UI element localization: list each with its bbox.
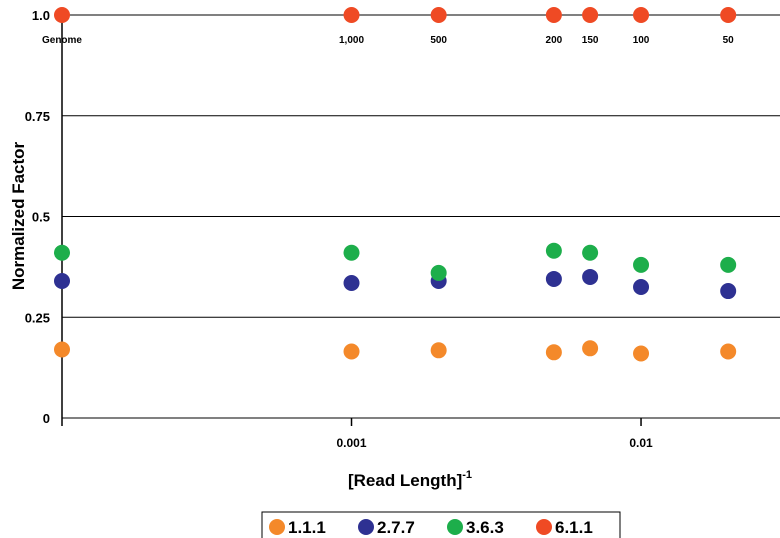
- data-point-3-6-3: [720, 256, 737, 273]
- data-point-1-1-1: [430, 342, 447, 359]
- data-point-2-7-7: [54, 272, 70, 289]
- x-tick-label: 0.001: [337, 436, 367, 450]
- read-length-label: 200: [546, 35, 563, 46]
- data-point-6-1-1: [720, 7, 737, 23]
- read-length-label: 50: [723, 35, 735, 46]
- data-point-1-1-1: [582, 340, 599, 357]
- read-length-label: Genome: [42, 35, 82, 46]
- data-point-3-6-3: [582, 244, 599, 261]
- read-length-labels: Genome 1,000 500 200 150 100 50: [42, 35, 734, 46]
- data-points: [54, 7, 737, 362]
- y-tick-labels: 0 0.25 0.5 0.75 1.0: [25, 8, 50, 426]
- read-length-label: 100: [633, 35, 650, 46]
- data-point-1-1-1: [633, 345, 650, 362]
- data-point-3-6-3: [430, 264, 447, 281]
- data-point-6-1-1: [430, 7, 447, 23]
- data-point-1-1-1: [720, 343, 737, 360]
- legend-label: 2.7.7: [377, 518, 415, 537]
- legend: 1.1.1 2.7.7 3.6.3 6.1.1: [261, 511, 621, 538]
- axes: [61, 15, 642, 426]
- y-axis-title: Normalized Factor: [9, 141, 28, 290]
- data-point-6-1-1: [343, 7, 360, 23]
- y-tick-label: 0.25: [25, 310, 50, 325]
- y-tick-label: 0: [43, 411, 50, 426]
- data-point-6-1-1: [545, 7, 562, 23]
- legend-label: 6.1.1: [555, 518, 593, 537]
- legend-marker: [269, 519, 285, 535]
- x-tick-labels: 0.001 0.01: [337, 436, 654, 450]
- data-point-3-6-3: [54, 244, 70, 261]
- legend-marker: [536, 519, 552, 535]
- legend-box: [261, 511, 621, 538]
- legend-label: 3.6.3: [466, 518, 504, 537]
- data-point-2-7-7: [720, 283, 737, 300]
- y-tick-label: 1.0: [32, 8, 50, 23]
- data-point-1-1-1: [343, 343, 360, 360]
- x-axis-title: [Read Length]-1: [348, 469, 472, 490]
- legend-marker: [447, 519, 463, 535]
- x-tick-label: 0.01: [629, 436, 653, 450]
- data-point-3-6-3: [343, 244, 360, 261]
- data-point-2-7-7: [545, 270, 562, 287]
- data-point-2-7-7: [633, 279, 650, 296]
- data-point-3-6-3: [633, 256, 650, 273]
- read-length-label: 1,000: [339, 35, 364, 46]
- data-point-6-1-1: [582, 7, 599, 23]
- gridlines: [62, 14, 780, 419]
- legend-label: 1.1.1: [288, 518, 326, 537]
- data-point-6-1-1: [54, 7, 70, 23]
- legend-marker: [358, 519, 374, 535]
- data-point-1-1-1: [545, 344, 562, 361]
- data-point-3-6-3: [545, 242, 562, 259]
- data-point-2-7-7: [582, 268, 599, 285]
- read-length-label: 150: [582, 35, 599, 46]
- y-tick-label: 0.5: [32, 210, 50, 225]
- data-point-2-7-7: [343, 274, 360, 291]
- data-point-6-1-1: [633, 7, 650, 23]
- y-tick-label: 0.75: [25, 109, 50, 124]
- data-point-1-1-1: [54, 341, 70, 358]
- read-length-label: 500: [430, 35, 447, 46]
